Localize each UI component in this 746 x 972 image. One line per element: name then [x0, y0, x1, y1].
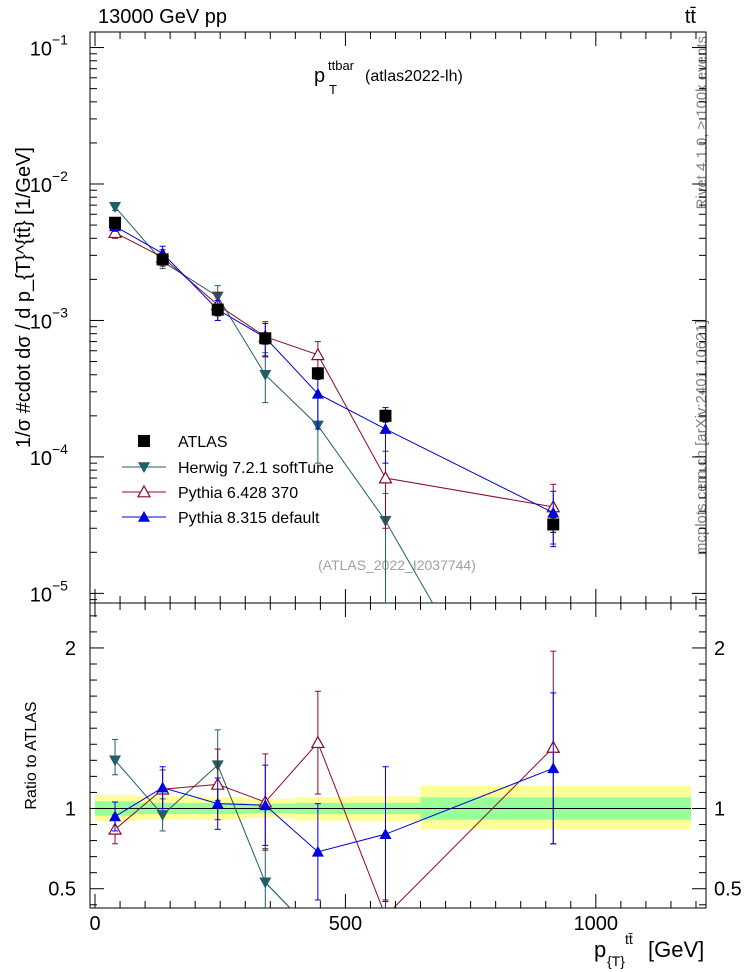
legend-label: ATLAS	[178, 434, 228, 451]
y-tick-label-exp: −3	[52, 304, 68, 320]
main-series-atlas	[109, 216, 560, 533]
data-point	[312, 932, 324, 943]
main-title-main: p	[314, 65, 325, 87]
y-tick-label: 10 −4	[30, 441, 68, 470]
legend-marker	[136, 484, 152, 498]
y-tick-label: 10 −3	[30, 304, 68, 333]
x-axis-label-main: p	[594, 937, 606, 962]
ratio-y-tick-label-right: 1	[714, 798, 725, 820]
main-series-pythia-6-428-370	[108, 225, 561, 545]
data-point	[156, 810, 169, 821]
data-point	[259, 799, 272, 811]
legend: ATLAS Herwig 7.2.1 softTune Pythia 6.428 3…	[122, 434, 334, 527]
series-line-tail	[385, 520, 434, 603]
y-tick-label-base: 10	[30, 39, 52, 61]
data-point	[379, 910, 391, 921]
data-point	[156, 253, 169, 266]
ratio-y-tick-label-left: 1	[65, 798, 76, 820]
main-herwig-tail	[385, 520, 434, 603]
data-point	[211, 797, 224, 809]
main-y-ticks	[90, 47, 706, 601]
data-point	[259, 369, 272, 381]
y-tick-label-exp: −4	[52, 441, 68, 457]
ratio-y-tick-label-right: 0.5	[714, 879, 742, 901]
x-tick-label: 0	[89, 913, 100, 935]
data-point	[109, 216, 122, 229]
main-title: p ttbar T (atlas2022-lh)	[314, 58, 463, 97]
legend-marker	[138, 511, 150, 522]
legend-label: Pythia 8.315 default	[178, 510, 320, 527]
y-tick-label-base: 10	[30, 584, 52, 606]
data-point	[310, 347, 325, 361]
ratio-y-ticks	[90, 615, 706, 906]
y-tick-label-exp: −5	[52, 577, 68, 593]
data-point	[379, 956, 391, 967]
y-tick-label-exp: −2	[52, 168, 68, 184]
y-tick-label-base: 10	[30, 448, 52, 470]
legend-label: Pythia 6.428 370	[178, 485, 298, 502]
y-tick-label-exp: −1	[52, 32, 68, 48]
x-axis-label-sup: tt̄	[625, 931, 633, 947]
data-point	[311, 387, 324, 399]
legend-item: Pythia 6.428 370	[122, 484, 298, 502]
legend-marker	[138, 462, 150, 473]
data-point	[109, 755, 122, 767]
series-line	[114, 206, 386, 522]
ratio-herwig-tail	[264, 881, 291, 908]
ratio-y-tick-label-left: 0.5	[48, 879, 76, 901]
y-tick-label: 10 −1	[30, 32, 68, 61]
ratio-series-pythia-8-315-default	[109, 692, 560, 903]
main-series-herwig-7-2-1-softtune	[109, 202, 392, 603]
data-point	[547, 762, 560, 774]
main-title-sub: T	[329, 82, 337, 97]
data-point	[378, 470, 393, 484]
data-point	[156, 781, 169, 793]
y-tick-label: 10 −5	[30, 577, 68, 606]
data-point	[311, 845, 324, 857]
legend-marker	[138, 435, 150, 447]
y-tick-label-base: 10	[30, 175, 52, 197]
data-point	[311, 367, 324, 380]
data-point	[259, 332, 272, 345]
analysis-label: (ATLAS_2022_I2037744)	[318, 557, 476, 573]
data-point	[108, 225, 123, 239]
energy-label: 13000 GeV pp	[98, 6, 227, 28]
ratio-frame	[89, 602, 707, 909]
x-ticks	[94, 32, 697, 908]
data-point	[310, 735, 325, 749]
y-tick-label-base: 10	[30, 311, 52, 333]
ratio-bands	[95, 786, 691, 830]
process-label: tt̄	[684, 6, 696, 28]
data-point	[379, 828, 392, 839]
data-point	[379, 423, 392, 434]
ratio-y-tick-label-right: 2	[714, 638, 725, 660]
x-axis-label: p {T}tt̄ [GeV]	[594, 931, 704, 969]
y-tick-label: 10 −2	[30, 168, 68, 197]
x-axis-label-sub: {T}	[607, 953, 625, 969]
legend-item: ATLAS	[138, 434, 228, 451]
data-point	[547, 518, 560, 531]
main-title-sup: ttbar	[328, 58, 355, 73]
main-title-tail: (atlas2022-lh)	[365, 68, 463, 85]
x-tick-label: 500	[329, 913, 362, 935]
legend-item: Herwig 7.2.1 softTune	[122, 460, 334, 477]
data-point	[109, 810, 122, 822]
ratio-y-tick-label-left: 2	[65, 638, 76, 660]
series-line-tail	[264, 881, 291, 908]
data-point	[547, 506, 560, 518]
ratio-y-axis-label: Ratio to ATLAS	[23, 701, 40, 809]
data-point	[211, 303, 224, 316]
data-point	[379, 409, 392, 422]
x-axis-label-unit: [GeV]	[648, 937, 704, 962]
legend-item: Pythia 8.315 default	[122, 510, 320, 527]
series-line	[114, 759, 291, 908]
main-y-axis-label: 1/σ #cdot dσ / d p_{T}^{tt̄} [1/GeV]	[13, 147, 35, 448]
data-point	[109, 202, 122, 213]
legend-label: Herwig 7.2.1 softTune	[178, 460, 334, 477]
x-tick-label: 1000	[574, 913, 619, 935]
